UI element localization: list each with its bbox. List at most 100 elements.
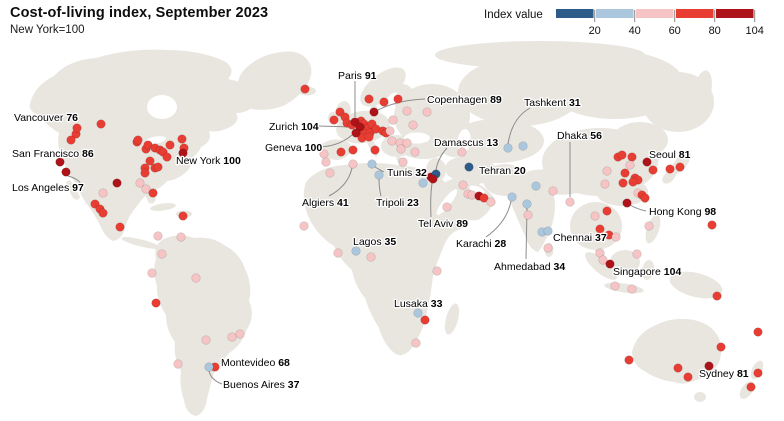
leader-line [430,182,433,218]
legend-swatch [596,9,634,18]
chart-header: Cost-of-living index, September 2023 New… [10,5,268,36]
legend-swatch [636,9,674,18]
legend-label: Index value [484,9,543,21]
city-label: Tunis 32 [387,167,427,179]
legend-swatch [556,9,594,18]
city-dot [605,259,615,269]
map-dot [96,119,106,129]
city-dot [428,174,438,184]
city-label: Lagos 35 [353,236,396,248]
map-dot [548,186,558,196]
city-dot [543,226,553,236]
map-dot [153,162,163,172]
map-dot [98,188,108,198]
map-dot [325,168,335,178]
city-label: Los Angeles 97 [12,182,84,194]
city-label: Zurich 104 [269,121,319,133]
map-dot [411,338,421,348]
map-dot [177,134,187,144]
city-label: Seoul 81 [649,149,691,161]
map-dot [602,206,612,216]
map-dot [135,178,145,188]
city-dot [413,308,423,318]
map-dot [420,315,430,325]
map-dot [486,197,496,207]
map-dot [366,252,376,262]
map-dot [364,132,374,142]
map-dot [627,284,637,294]
city-dot [72,123,82,133]
map-dot [176,232,186,242]
legend-tick-label: 60 [669,25,681,37]
map-dot [620,168,630,178]
city-label: Hong Kong 98 [649,206,716,218]
city-dot [622,198,632,208]
city-dots [55,84,763,392]
map-dot [746,382,756,392]
map-dot [457,147,467,157]
city-dot [351,128,361,138]
leader-line [629,204,647,212]
landmass [29,41,764,416]
map-dot [595,224,605,234]
city-label: Damascus 13 [434,137,498,149]
map-dot [442,202,452,212]
legend-tick-label: 20 [589,25,601,37]
map-dot [531,181,541,191]
map-dot [418,178,428,188]
leader-line [374,166,385,173]
city-label: Paris 91 [338,70,377,82]
city-label: Tehran 20 [479,165,526,177]
map-dot [707,220,717,230]
map-dot [648,165,658,175]
city-dot [348,159,358,169]
map-dot [479,193,489,203]
city-dot [464,162,474,172]
city-label: Montevideo 68 [221,357,290,369]
map-dot [753,327,763,337]
map-dot [178,211,188,221]
legend-swatch [676,9,714,18]
leader-line [378,178,382,197]
map-dot [227,332,237,342]
map-dot [518,141,528,151]
map-dot [147,268,157,278]
map-dot [336,147,346,157]
map-dot [388,115,398,125]
chart-subtitle: New York=100 [10,24,85,36]
map-dot [675,162,685,172]
city-dot [507,192,517,202]
map-dot [379,97,389,107]
map-dot [387,136,397,146]
map-dot [716,342,726,352]
legend-tick-label: 80 [709,25,721,37]
chart-title: Cost-of-living index, September 2023 [10,5,269,21]
map-dot [458,180,468,190]
map-dot [140,168,150,178]
map-dot [632,249,642,259]
map-dot [329,115,339,125]
map-dot [627,152,637,162]
city-label: Algiers 41 [302,197,349,209]
city-label: Chennai 37 [553,232,607,244]
leader-line [507,107,531,145]
map-dot [396,144,406,154]
map-dot [165,140,175,150]
legend-tick-label: 40 [629,25,641,37]
map-dot [133,135,143,145]
city-dot [565,197,575,207]
map-dot [148,188,158,198]
map-dot [410,147,420,157]
city-label: Tripoli 23 [376,197,419,209]
map-dot [398,157,408,167]
map-dot [590,211,600,221]
map-dot [153,231,163,241]
city-label: Copenhagen 89 [427,94,502,106]
city-label: Karachi 28 [456,238,506,250]
map-dot [408,120,418,130]
map-dot [112,178,122,188]
city-dot [503,143,513,153]
map-dot [115,222,125,232]
